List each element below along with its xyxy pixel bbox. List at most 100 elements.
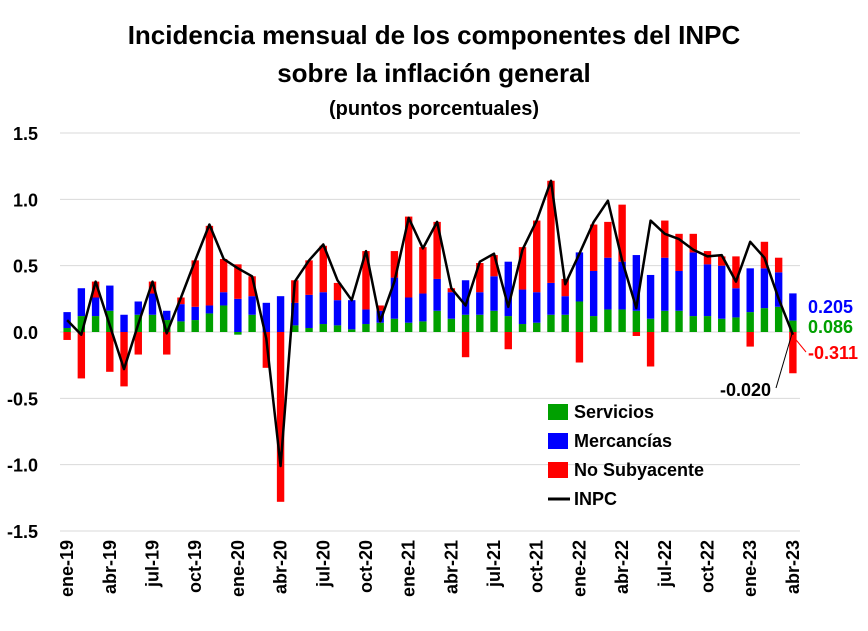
- legend-swatch-mercanc-as: [548, 433, 568, 449]
- bar-mercanc-as: [547, 282, 555, 315]
- legend-swatch-no-subyacente: [548, 462, 568, 478]
- legend-label-no-subyacente: No Subyacente: [574, 460, 704, 480]
- bar-mercanc-as: [533, 292, 541, 323]
- y-tick-label: -1.0: [7, 456, 38, 476]
- bar-mercanc-as: [404, 297, 413, 323]
- y-tick-label: 1.5: [13, 124, 38, 144]
- x-tick-label: abr-19: [100, 540, 120, 594]
- bar-servicios: [746, 312, 754, 332]
- bar-servicios: [476, 314, 484, 332]
- bar-servicios: [148, 314, 157, 332]
- bar-no-subyacente: [305, 260, 313, 295]
- bar-mercanc-as: [120, 314, 128, 332]
- bar-servicios: [447, 318, 456, 332]
- chart-subtitle: (puntos porcentuales): [328, 98, 539, 120]
- bar-no-subyacente: [490, 255, 498, 277]
- x-tick-label: abr-22: [612, 540, 632, 594]
- bar-no-subyacente: [646, 332, 655, 367]
- bar-mercanc-as: [148, 293, 157, 315]
- bar-no-subyacente: [618, 204, 626, 262]
- bar-mercanc-as: [305, 294, 313, 329]
- bar-servicios: [348, 329, 356, 332]
- bar-servicios: [490, 310, 498, 332]
- bar-mercanc-as: [433, 278, 441, 311]
- bar-servicios: [390, 318, 399, 332]
- x-tick-label: oct-20: [356, 540, 376, 593]
- bar-mercanc-as: [63, 312, 71, 329]
- bar-no-subyacente: [675, 233, 683, 271]
- bar-no-subyacente: [760, 241, 769, 269]
- bar-servicios: [91, 316, 100, 332]
- bar-mercanc-as: [718, 265, 726, 319]
- bar-no-subyacente: [219, 259, 228, 293]
- bar-servicios: [632, 310, 641, 332]
- bar-no-subyacente: [433, 221, 441, 279]
- x-tick-label: ene-23: [740, 540, 760, 597]
- bar-mercanc-as: [774, 272, 783, 307]
- bar-no-subyacente: [134, 332, 142, 355]
- y-tick-label: 0.0: [13, 323, 38, 343]
- bar-servicios: [718, 318, 726, 332]
- bar-mercanc-as: [703, 264, 712, 317]
- bar-servicios: [177, 321, 185, 332]
- bar-no-subyacente: [561, 278, 569, 297]
- bar-mercanc-as: [134, 301, 142, 315]
- bar-no-subyacente: [376, 305, 384, 311]
- bar-mercanc-as: [632, 255, 641, 311]
- bar-servicios: [760, 308, 769, 332]
- bar-mercanc-as: [476, 292, 484, 315]
- bar-mercanc-as: [77, 288, 86, 317]
- bar-servicios: [774, 306, 783, 332]
- legend-swatch-servicios: [548, 404, 568, 420]
- bar-servicios: [732, 317, 740, 332]
- bar-mercanc-as: [234, 298, 242, 332]
- bar-no-subyacente: [661, 220, 669, 258]
- bar-servicios: [575, 301, 584, 332]
- bar-servicios: [191, 320, 199, 332]
- x-tick-label: ene-22: [569, 540, 589, 597]
- bar-no-subyacente: [789, 332, 797, 374]
- bar-no-subyacente: [148, 281, 157, 294]
- bar-servicios: [77, 316, 86, 332]
- bar-mercanc-as: [661, 257, 669, 311]
- annotation-servicios: 0.086: [808, 317, 853, 337]
- bar-mercanc-as: [789, 293, 797, 321]
- x-tick-label: jul-20: [313, 540, 333, 588]
- bar-servicios: [362, 324, 370, 332]
- bar-no-subyacente: [689, 233, 697, 253]
- x-tick-label: ene-19: [57, 540, 77, 597]
- bar-mercanc-as: [504, 261, 512, 317]
- bar-servicios: [248, 314, 256, 332]
- y-tick-label: -0.5: [7, 389, 38, 409]
- bar-mercanc-as: [646, 274, 655, 319]
- bar-servicios: [433, 310, 441, 332]
- legend-label-servicios: Servicios: [574, 402, 654, 422]
- bar-mercanc-as: [675, 270, 683, 311]
- bar-no-subyacente: [547, 180, 555, 283]
- bar-servicios: [376, 322, 384, 332]
- bar-mercanc-as: [447, 292, 456, 319]
- bar-servicios: [703, 316, 712, 332]
- bar-no-subyacente: [106, 332, 114, 372]
- bar-no-subyacente: [63, 332, 71, 340]
- bar-mercanc-as: [191, 306, 199, 321]
- bar-mercanc-as: [291, 302, 299, 326]
- legend-label-inpc: INPC: [574, 489, 617, 509]
- bar-servicios: [547, 314, 555, 332]
- bar-servicios: [561, 314, 569, 332]
- annotation-mercancias: 0.205: [808, 297, 853, 317]
- bar-servicios: [504, 316, 512, 332]
- bar-mercanc-as: [219, 292, 228, 306]
- bar-servicios: [163, 320, 171, 332]
- bar-no-subyacente: [575, 332, 584, 363]
- bar-no-subyacente: [276, 332, 285, 502]
- bar-servicios: [205, 313, 214, 332]
- bar-mercanc-as: [91, 297, 100, 317]
- x-tick-label: jul-19: [143, 540, 163, 588]
- bar-no-subyacente: [589, 224, 598, 271]
- bar-servicios: [689, 316, 697, 332]
- bar-mercanc-as: [575, 252, 584, 302]
- bar-mercanc-as: [205, 305, 214, 314]
